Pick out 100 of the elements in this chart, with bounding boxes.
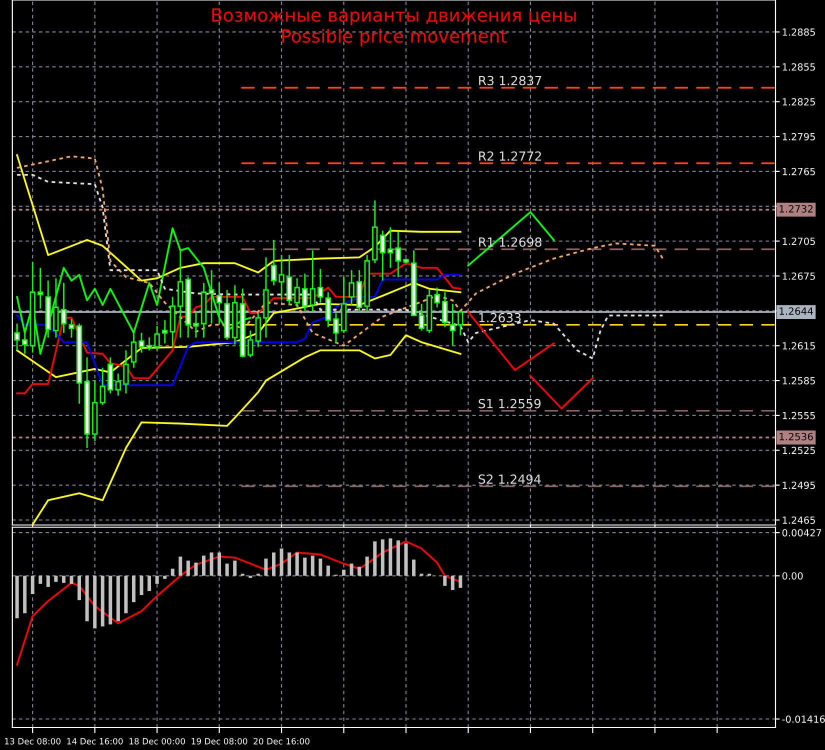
y-tick-label: 1.2675 [782, 272, 815, 280]
bar [210, 552, 214, 576]
y-tick-label: 1.2795 [782, 133, 815, 140]
chart-title: Возможные варианты движения цены [212, 8, 576, 26]
x-tick-label: 19 Dec 08:00 [192, 738, 248, 744]
candlestick [442, 292, 448, 328]
bar [93, 576, 97, 628]
bar [54, 576, 58, 582]
y-tick-label: 0.00427 [782, 529, 822, 536]
candlestick [53, 278, 59, 338]
candlestick [216, 282, 222, 324]
bar [443, 576, 447, 586]
candlestick [146, 336, 152, 352]
candlestick [310, 250, 316, 313]
bar [350, 564, 354, 576]
line-series [32, 334, 462, 525]
x-tick-label: 14 Dec 16:00 [67, 738, 123, 744]
bar [46, 576, 50, 587]
bar [458, 576, 462, 588]
ref-line-label: 1.2644 [780, 307, 813, 315]
line-series [16, 282, 462, 378]
y-tick-label: 1.2615 [782, 342, 815, 350]
x-tick-label: 18 Dec 00:00 [130, 738, 185, 744]
y-tick-label: 1.2825 [782, 98, 815, 106]
line-series [16, 540, 462, 666]
bar [373, 541, 377, 576]
bar [295, 552, 299, 576]
bar [148, 576, 152, 591]
line-series [16, 174, 664, 360]
candlestick [418, 303, 424, 332]
candlestick [388, 226, 394, 269]
y-tick-label: 1.2855 [782, 63, 815, 71]
bar [194, 562, 198, 576]
candlestick [325, 292, 332, 328]
bar [124, 576, 128, 614]
bar [342, 570, 346, 576]
candlestick [380, 230, 386, 282]
y-tick-label: 1.2885 [782, 28, 815, 36]
candlestick [458, 310, 464, 336]
bar [186, 560, 190, 576]
candlestick [255, 312, 262, 348]
bar [170, 568, 174, 576]
bar [178, 556, 182, 576]
candlestick [208, 269, 214, 324]
bar [380, 539, 384, 576]
bar [396, 540, 400, 576]
bar [15, 576, 19, 618]
x-tick-label: 13 Dec 08:00 [5, 738, 61, 744]
y-tick-label: 1.2465 [782, 516, 815, 524]
bar [412, 560, 416, 576]
candlestick [68, 318, 74, 338]
bar [310, 556, 314, 576]
bar [388, 538, 392, 576]
bar [30, 576, 34, 594]
ref-line-label: 1.2536 [780, 432, 813, 440]
bar [116, 576, 120, 622]
candlestick [333, 312, 339, 344]
bar [280, 548, 284, 576]
ref-line-label: R2 1.2772 [479, 151, 541, 161]
text: Possible price movement [282, 28, 507, 46]
candlestick [115, 372, 122, 396]
candlestick [434, 286, 440, 308]
candlestick [138, 332, 144, 354]
candlestick [294, 278, 300, 308]
candlestick [123, 350, 129, 394]
bar [365, 556, 369, 576]
y-tick-label: 1.2585 [782, 377, 815, 384]
candlestick [395, 231, 402, 278]
bar [450, 576, 454, 590]
candlestick [318, 268, 324, 304]
x-tick-label: 20 Dec 16:00 [254, 738, 310, 744]
bar [326, 566, 330, 576]
bar [155, 576, 159, 584]
y-tick-label: 1.2765 [782, 168, 815, 176]
candlestick [302, 272, 308, 312]
y-tick-label: 1.2555 [782, 412, 815, 420]
bar [70, 576, 74, 584]
bar [264, 558, 268, 576]
y-tick-label: 1.2705 [782, 238, 815, 245]
bar [100, 576, 104, 626]
candlestick [270, 239, 277, 286]
bar [108, 576, 112, 624]
candlestick [248, 330, 254, 358]
candlestick [162, 319, 168, 344]
candlestick [348, 269, 354, 306]
bar [233, 560, 237, 576]
y-tick-label: 0.00 [782, 572, 803, 580]
bar [225, 564, 229, 576]
bar [140, 576, 144, 596]
bar [218, 552, 222, 576]
bar [272, 552, 276, 576]
bar [23, 576, 27, 614]
bar [202, 556, 206, 576]
bar [358, 566, 362, 576]
candlestick [278, 254, 284, 302]
candlestick [100, 367, 106, 406]
ref-line-label: R1 1.2698 [479, 237, 542, 247]
bar [288, 552, 292, 576]
bar [163, 576, 167, 579]
ref-line-label: 1.2732 [780, 205, 813, 213]
